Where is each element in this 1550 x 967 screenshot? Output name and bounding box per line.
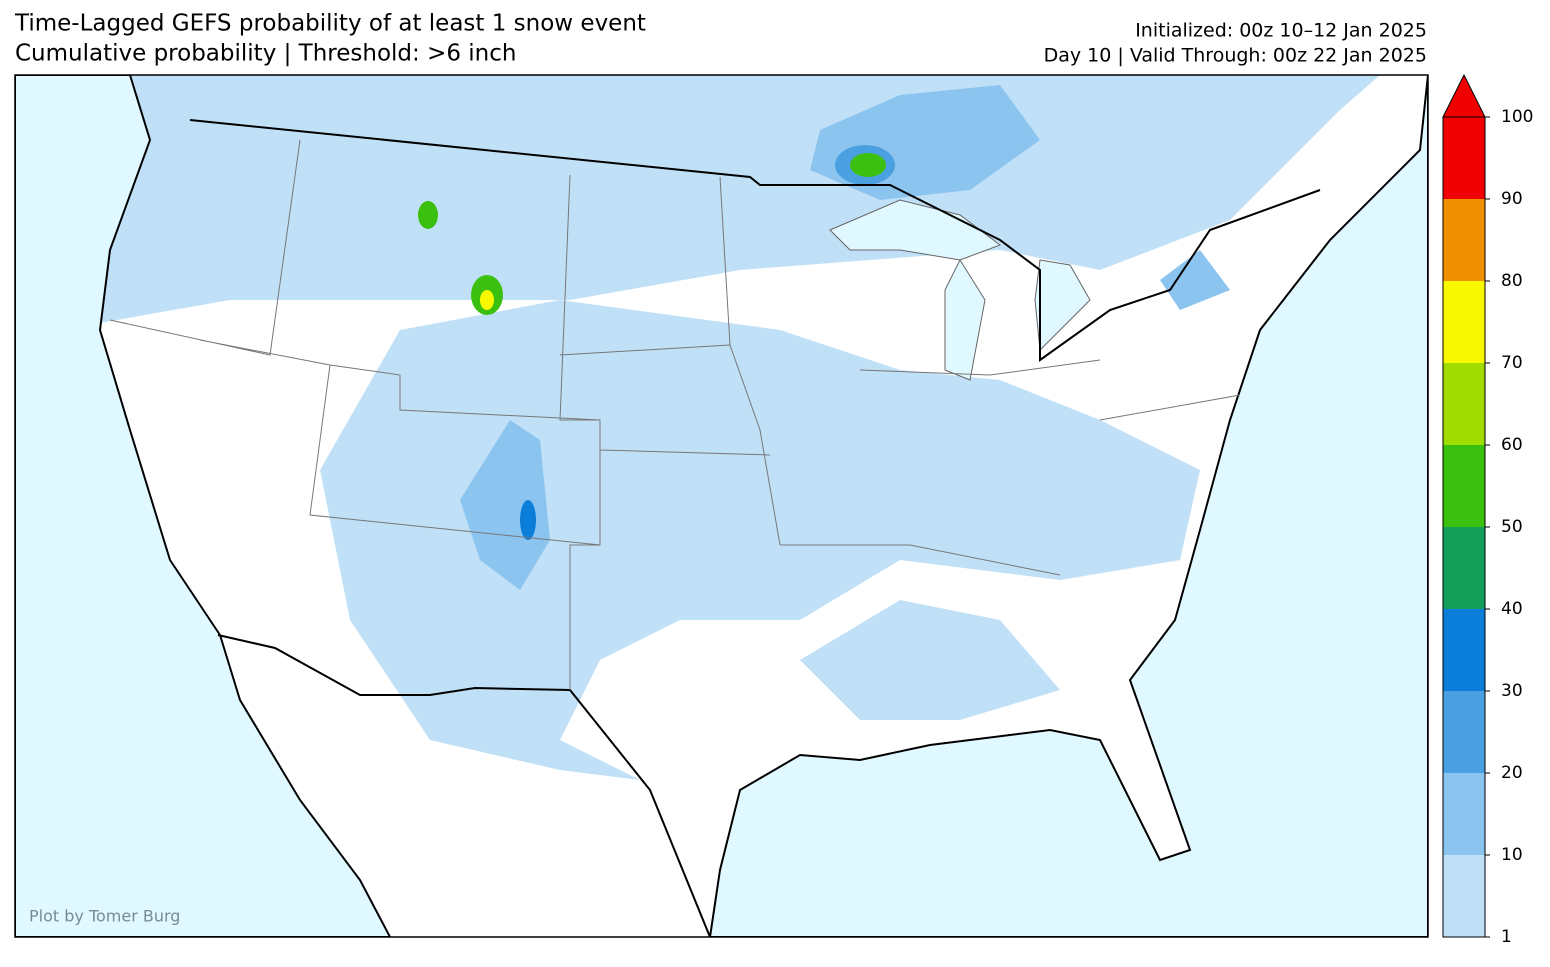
colorbar-segment: [1443, 527, 1485, 609]
mexico-border: [217, 634, 711, 937]
colorbar-segment: [1443, 691, 1485, 773]
credit: Plot by Tomer Burg: [29, 907, 180, 926]
colorbar-segment: [1443, 199, 1485, 281]
snow-region: [800, 600, 1060, 720]
state-borders: [109, 139, 1241, 690]
map-frame: [14, 74, 1429, 938]
colorbar-tick-label: 20: [1501, 763, 1523, 783]
snow-region: [460, 420, 550, 590]
colorbar-tick-label: 30: [1501, 681, 1523, 701]
snow-region: [418, 201, 438, 229]
colorbar-segment: [1443, 855, 1485, 937]
snow-region: [480, 290, 494, 310]
colorbar-tick-label: 100: [1501, 107, 1533, 127]
title-line-1: Time-Lagged GEFS probability of at least…: [14, 11, 646, 37]
valid-time: Day 10 | Valid Through: 00z 22 Jan 2025: [1044, 45, 1427, 67]
pacific-ocean: [15, 75, 392, 937]
atlantic-ocean: [708, 75, 1428, 937]
colorbar-tick-label: 1: [1501, 927, 1512, 947]
canada-border: [189, 119, 1321, 362]
colorbar-tick-label: 60: [1501, 435, 1523, 455]
map: Plot by Tomer Burg: [14, 74, 1429, 938]
colorbar-segment: [1443, 609, 1485, 691]
init-time: Initialized: 00z 10–12 Jan 2025: [1135, 20, 1427, 42]
colorbar-segment: [1443, 117, 1485, 199]
snow-region: [520, 500, 536, 540]
colorbar-segment: [1443, 773, 1485, 855]
great-lakes: [829, 199, 1091, 381]
snow-region: [850, 153, 886, 177]
colorbar-tick-label: 40: [1501, 599, 1523, 619]
snow-region: [1160, 250, 1230, 310]
colorbar-extend: [1442, 73, 1486, 118]
colorbar-tick-label: 10: [1501, 845, 1523, 865]
colorbar: 1 10 20 30 40 50 60 70 80 90 100: [1442, 73, 1533, 947]
colorbar-tick-label: 50: [1501, 517, 1523, 537]
colorbar-segment: [1443, 363, 1485, 445]
colorbar-tick-label: 70: [1501, 353, 1523, 373]
colorbar-tick-label: 80: [1501, 271, 1523, 291]
colorbar-segment: [1443, 281, 1485, 363]
snow-region: [320, 300, 1200, 780]
title-line-2: Cumulative probability | Threshold: >6 i…: [15, 41, 517, 67]
colorbar-segment: [1443, 445, 1485, 527]
colorbar-tick-label: 90: [1501, 189, 1523, 209]
